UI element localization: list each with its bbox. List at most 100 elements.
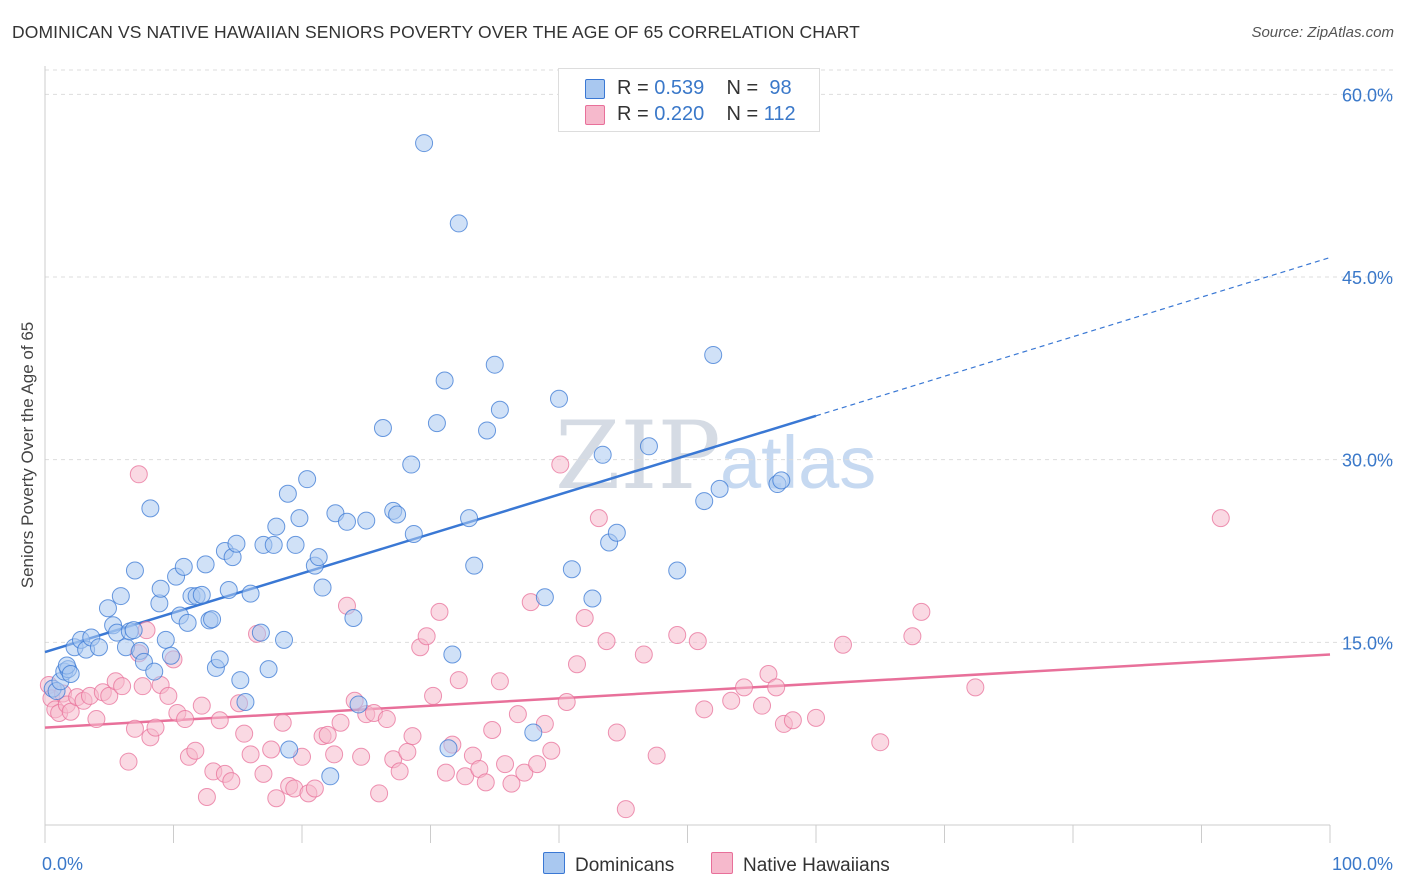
dominican-point: [388, 505, 407, 524]
dominican-point: [124, 621, 143, 640]
native-hawaiian-point: [1211, 509, 1230, 528]
native-hawaiian-point: [502, 774, 521, 793]
native-hawaiian-point: [113, 677, 132, 696]
y-tick-label: 15.0%: [1342, 633, 1393, 653]
native-hawaiian-point: [557, 693, 576, 712]
y-axis-label: Seniors Poverty Over the Age of 65: [18, 321, 37, 589]
dominican-point: [485, 355, 504, 374]
native-hawaiian-point: [273, 713, 292, 732]
native-hawaiian-point: [567, 655, 586, 674]
native-hawaiian-point: [597, 632, 616, 651]
native-hawaiian-point: [305, 779, 324, 798]
legend-swatch-blue: [543, 852, 565, 874]
native-hawaiian-point: [496, 755, 515, 774]
dominican-point: [298, 470, 317, 489]
native-hawaiian-point: [262, 740, 281, 759]
dominican-point: [402, 455, 421, 474]
native-hawaiian-point: [377, 710, 396, 729]
native-hawaiian-point: [254, 764, 273, 783]
dominican-point: [278, 484, 297, 503]
dominican-point: [151, 579, 170, 598]
legend-swatch-pink: [585, 105, 605, 125]
native-hawaiian-point: [235, 724, 254, 743]
legend-r-value: 0.220: [654, 103, 705, 125]
native-hawaiian-point: [186, 741, 205, 760]
native-hawaiian-point: [966, 678, 985, 697]
native-hawaiian-point: [767, 678, 786, 697]
native-hawaiian-point: [133, 677, 152, 696]
native-hawaiian-point: [616, 800, 635, 819]
y-tick-label: 30.0%: [1342, 451, 1393, 471]
native-hawaiian-point: [807, 708, 825, 727]
legend-label-native-hawaiians: Native Hawaiians: [743, 855, 890, 876]
native-hawaiian-point: [119, 752, 138, 771]
dominican-point: [141, 499, 160, 518]
dominican-point: [111, 587, 130, 606]
native-hawaiian-point: [352, 747, 371, 766]
native-hawaiian-point: [222, 772, 241, 791]
dominican-point: [607, 523, 626, 542]
dominican-point: [550, 389, 568, 408]
legend-n-value: 112: [763, 103, 796, 125]
dominican-point: [535, 588, 554, 607]
legend-n-value: 98: [769, 77, 792, 99]
dominican-point: [562, 560, 581, 579]
y-tick-label: 45.0%: [1342, 268, 1393, 288]
native-hawaiian-point: [490, 672, 509, 691]
native-hawaiian-point: [390, 762, 409, 781]
native-hawaiian-point: [508, 705, 527, 724]
y-tick-label: 60.0%: [1342, 85, 1393, 105]
dominican-point: [465, 556, 484, 575]
native-hawaiian-point: [430, 602, 449, 621]
native-hawaiian-point: [125, 719, 144, 738]
dominican-point: [241, 584, 260, 603]
dominican-point: [313, 578, 332, 597]
dominican-point: [337, 512, 356, 531]
dominican-point: [321, 767, 340, 786]
dominican-point: [404, 524, 423, 543]
legend-r-label: R =: [617, 103, 655, 125]
native-hawaiians-trend-line: [44, 653, 1331, 729]
dominican-point: [639, 437, 658, 456]
native-hawaiian-point: [129, 465, 148, 484]
native-hawaiian-point: [456, 767, 475, 786]
native-hawaiian-point: [528, 755, 547, 774]
legend-label-dominicans: Dominicans: [575, 855, 675, 876]
source-label: Source: ZipAtlas.com: [1251, 24, 1394, 41]
x-tick-label: 100.0%: [1332, 854, 1393, 874]
dominican-point: [373, 419, 392, 438]
dominican-point: [344, 608, 363, 627]
native-hawaiian-point: [515, 763, 534, 782]
dominican-point: [264, 535, 283, 554]
native-hawaiian-point: [647, 746, 666, 765]
dominican-point: [280, 740, 299, 759]
dominican-point: [161, 646, 180, 665]
dominican-point: [286, 535, 305, 554]
native-hawaiian-point: [668, 626, 687, 645]
dominican-point: [695, 492, 714, 511]
native-hawaiian-point: [575, 608, 594, 627]
dominican-point: [443, 645, 462, 664]
native-hawaiian-point: [871, 733, 890, 752]
dominican-point: [668, 561, 687, 580]
legend-n-label: N =: [726, 77, 764, 99]
native-hawaiian-point: [424, 686, 443, 705]
dominican-point: [210, 650, 229, 669]
dominican-point: [415, 134, 434, 153]
dominican-point: [593, 445, 612, 464]
dominican-point: [490, 400, 509, 419]
dominican-point: [772, 471, 791, 490]
dominican-point: [357, 511, 376, 530]
native-hawaiian-point: [449, 671, 468, 690]
native-hawaiian-point: [267, 789, 286, 808]
native-hawaiian-point: [542, 741, 561, 760]
dominican-point: [236, 693, 255, 712]
dominican-point: [145, 662, 164, 681]
native-hawaiian-point: [783, 711, 802, 730]
watermark-atlas: atlas: [720, 421, 876, 504]
watermark-zip: ZIP: [555, 402, 721, 511]
native-hawaiian-point: [634, 645, 653, 664]
dominican-point: [704, 345, 723, 364]
dominican-point: [427, 414, 446, 433]
dominican-point: [439, 739, 458, 758]
